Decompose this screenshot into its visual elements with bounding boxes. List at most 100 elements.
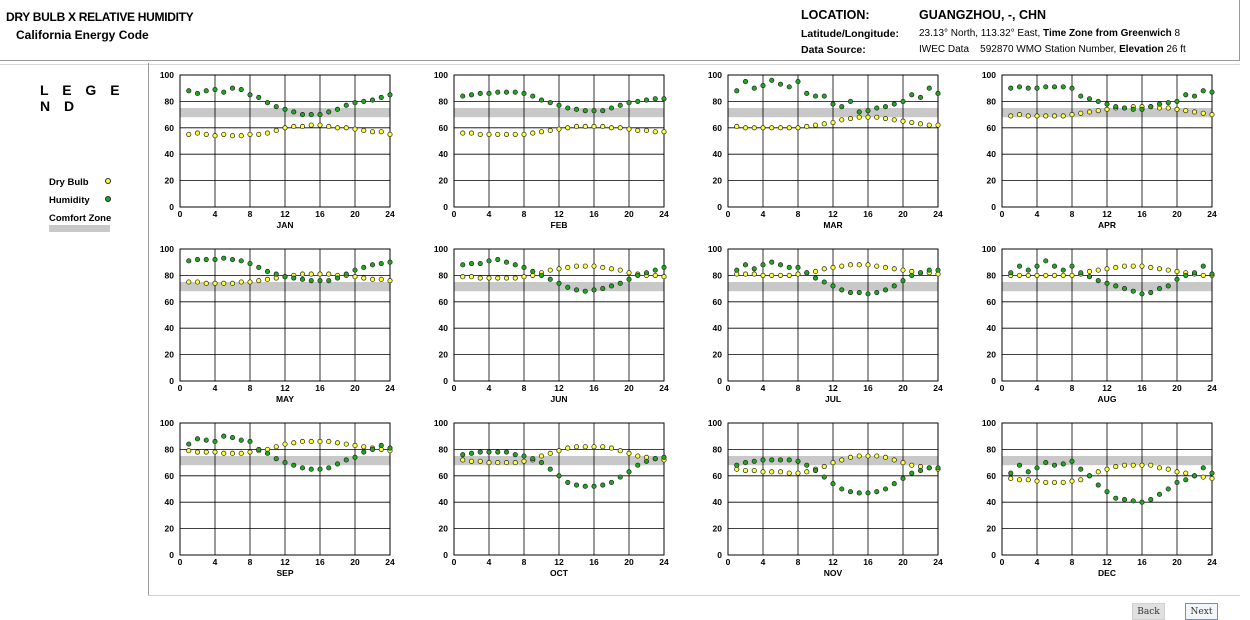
humidity-point [1165, 283, 1171, 289]
y-tick-label: 0 [991, 376, 996, 386]
dry-bulb-point [917, 121, 924, 127]
humidity-point [742, 262, 749, 268]
dry-bulb-point [1165, 466, 1171, 472]
humidity-point [1200, 465, 1206, 471]
humidity-point [343, 271, 349, 277]
dry-bulb-point [608, 445, 615, 451]
y-tick-label: 100 [434, 70, 448, 80]
dry-bulb-point [1025, 272, 1031, 278]
dry-bulb-point [1051, 272, 1058, 278]
y-tick-label: 0 [443, 376, 448, 386]
x-tick-label: 0 [452, 557, 457, 567]
dry-bulb-point [565, 264, 571, 271]
humidity-point [909, 470, 915, 476]
humidity-point [299, 112, 306, 118]
x-tick-label: 20 [1172, 557, 1182, 567]
humidity-point [503, 89, 510, 95]
humidity-point [460, 262, 466, 268]
x-tick-label: 16 [589, 209, 599, 219]
humidity-point [643, 97, 650, 103]
dry-bulb-point [512, 460, 518, 466]
humidity-point [1209, 89, 1215, 95]
humidity-point [264, 268, 271, 274]
dry-bulb-point [369, 276, 376, 282]
humidity-point [795, 264, 801, 271]
dry-bulb-point [812, 268, 819, 274]
x-tick-label: 8 [522, 209, 527, 219]
dry-bulb-point [343, 441, 349, 447]
plot-frame [179, 422, 391, 556]
dry-bulb-point [468, 130, 475, 136]
back-button[interactable]: Back [1132, 603, 1165, 620]
humidity-point [317, 466, 323, 472]
humidity-point [378, 94, 384, 100]
x-tick-label: 0 [178, 209, 183, 219]
timezone-label: Time Zone from Greenwich [1043, 28, 1172, 39]
humidity-point [1043, 84, 1049, 90]
humidity-point [212, 257, 218, 263]
humidity-point [1209, 271, 1215, 277]
humidity-point [935, 267, 941, 273]
y-tick-label: 80 [713, 444, 723, 454]
dry-bulb-point [291, 440, 297, 446]
dry-bulb-point [891, 266, 897, 272]
dry-bulb-point [221, 450, 227, 456]
x-tick-label: 16 [1137, 383, 1147, 393]
month-label: SEP [276, 568, 293, 578]
dry-bulb-point [847, 454, 854, 460]
dry-bulb-point [1174, 106, 1180, 112]
dry-bulb-point [1191, 109, 1198, 115]
y-tick-label: 20 [713, 176, 723, 186]
humidity-point [1121, 497, 1128, 503]
month-label: JUN [550, 394, 567, 404]
humidity-point [1060, 267, 1066, 273]
humidity-point [291, 109, 297, 115]
dry-bulb-point [547, 127, 553, 133]
humidity-point [742, 460, 749, 466]
dry-bulb-point [317, 438, 323, 445]
humidity-point [538, 272, 545, 278]
y-tick-label: 60 [165, 471, 175, 481]
humidity-point [882, 287, 889, 293]
humidity-point [847, 98, 854, 104]
dry-bulb-point [795, 470, 801, 476]
humidity-point [1148, 104, 1154, 110]
dry-bulb-point [1174, 469, 1180, 475]
humidity-point [547, 466, 553, 472]
dry-bulb-point [229, 280, 236, 286]
x-tick-label: 12 [1102, 209, 1112, 219]
dry-bulb-point [299, 271, 306, 277]
dry-bulb-point [1095, 469, 1101, 475]
humidity-point [643, 458, 650, 464]
dry-bulb-point [1130, 263, 1136, 269]
humidity-point [900, 98, 906, 104]
humidity-point [565, 105, 571, 111]
dry-bulb-point [264, 276, 271, 282]
x-tick-label: 4 [761, 557, 766, 567]
dry-bulb-point [751, 271, 757, 277]
dry-bulb-point [512, 131, 518, 137]
location-label: LOCATION: [801, 8, 870, 22]
dry-bulb-point [821, 121, 827, 127]
dry-bulb-point [1008, 475, 1014, 481]
humidity-point [1104, 280, 1110, 286]
next-button[interactable]: Next [1185, 603, 1218, 620]
humidity-point [468, 260, 475, 267]
dry-bulb-point [777, 125, 784, 131]
humidity-point [821, 474, 827, 480]
humidity-point [769, 259, 775, 265]
dry-bulb-point [565, 445, 571, 451]
humidity-point [573, 287, 580, 293]
dry-bulb-point [821, 464, 827, 470]
humidity-point [839, 486, 845, 492]
humidity-point [343, 457, 349, 463]
humidity-point [1130, 106, 1136, 112]
humidity-point [486, 90, 492, 97]
humidity-point [352, 454, 358, 460]
humidity-point [247, 260, 253, 267]
dry-bulb-point [1104, 466, 1110, 472]
legend-dry-bulb-label: Dry Bulb [49, 177, 89, 188]
humidity-point [751, 85, 757, 91]
dry-bulb-point [777, 469, 784, 475]
humidity-point [600, 286, 606, 292]
